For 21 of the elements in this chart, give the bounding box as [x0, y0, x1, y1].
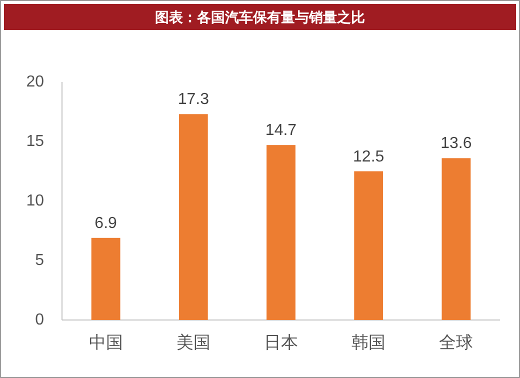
y-tick-label: 0: [35, 312, 44, 328]
bar: [91, 238, 120, 320]
bar: [266, 145, 296, 320]
x-tick-label: 韩国: [352, 333, 386, 352]
bar: [354, 171, 384, 320]
x-tick-label: 日本: [264, 333, 298, 352]
y-tick-label: 20: [26, 74, 44, 90]
data-label: 14.7: [265, 122, 297, 140]
data-label: 13.6: [440, 135, 472, 152]
x-tick-label: 全球: [439, 333, 474, 352]
bar: [442, 158, 471, 320]
data-label: 12.5: [353, 148, 384, 166]
data-label: 17.3: [178, 91, 210, 108]
y-tick-label: 15: [26, 133, 44, 150]
chart-title: 图表：各国汽车保有量与销量之比: [155, 9, 365, 26]
y-tick-label: 10: [26, 192, 44, 210]
bar: [178, 114, 208, 320]
x-tick-label: 中国: [88, 333, 123, 352]
x-tick-label: 美国: [176, 333, 210, 352]
data-label: 6.9: [94, 214, 118, 232]
y-tick-label: 5: [35, 252, 44, 269]
